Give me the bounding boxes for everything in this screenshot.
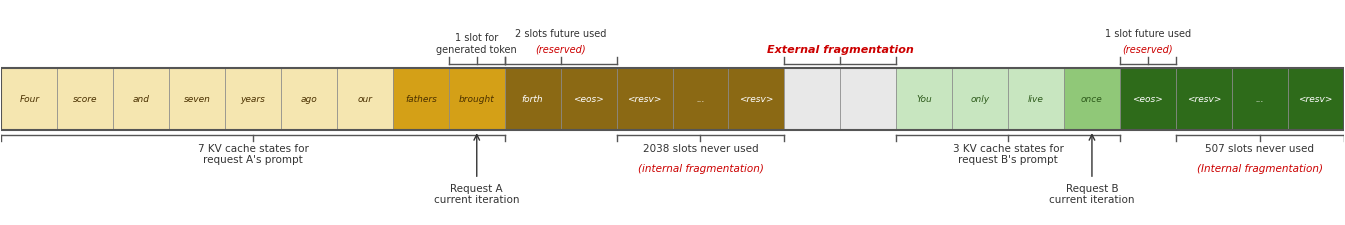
Text: only: only [971,95,990,104]
Text: live: live [1028,95,1044,104]
FancyBboxPatch shape [1064,68,1120,130]
Text: 1 slot future used: 1 slot future used [1104,29,1190,39]
Text: 7 KV cache states for
request A's prompt: 7 KV cache states for request A's prompt [198,144,308,165]
FancyBboxPatch shape [169,68,225,130]
FancyBboxPatch shape [841,68,896,130]
Text: (reserved): (reserved) [1123,45,1173,55]
FancyBboxPatch shape [338,68,393,130]
Text: brought: brought [459,95,495,104]
Text: ...: ... [697,95,705,104]
Text: Request B
current iteration: Request B current iteration [1049,184,1135,205]
FancyBboxPatch shape [952,68,1007,130]
FancyBboxPatch shape [58,68,113,130]
Text: <resv>: <resv> [1298,95,1333,104]
Text: Four: Four [19,95,39,104]
FancyBboxPatch shape [225,68,281,130]
Text: 507 slots never used: 507 slots never used [1205,144,1314,154]
FancyBboxPatch shape [1,68,58,130]
Text: 2 slots future used: 2 slots future used [515,29,607,39]
Text: <eos>: <eos> [1132,95,1163,104]
Text: (Internal fragmentation): (Internal fragmentation) [1197,164,1322,174]
Text: seven: seven [184,95,211,104]
FancyBboxPatch shape [896,68,952,130]
Text: 1 slot for
generated token: 1 slot for generated token [436,33,516,55]
Text: <resv>: <resv> [740,95,773,104]
FancyBboxPatch shape [281,68,338,130]
FancyBboxPatch shape [784,68,841,130]
Text: 2038 slots never used: 2038 slots never used [643,144,759,154]
Text: ago: ago [300,95,317,104]
Text: (internal fragmentation): (internal fragmentation) [638,164,764,174]
FancyBboxPatch shape [672,68,729,130]
Text: <resv>: <resv> [1186,95,1221,104]
FancyBboxPatch shape [561,68,616,130]
Text: once: once [1081,95,1103,104]
FancyBboxPatch shape [449,68,504,130]
Text: <eos>: <eos> [573,95,604,104]
Text: Request A
current iteration: Request A current iteration [434,184,519,205]
Text: (reserved): (reserved) [535,45,586,55]
Text: score: score [73,95,98,104]
FancyBboxPatch shape [504,68,561,130]
Text: You: You [916,95,932,104]
FancyBboxPatch shape [1232,68,1287,130]
Text: and: and [133,95,149,104]
Text: years: years [241,95,265,104]
FancyBboxPatch shape [1176,68,1232,130]
Text: <resv>: <resv> [627,95,662,104]
Text: forth: forth [522,95,543,104]
FancyBboxPatch shape [113,68,169,130]
Text: External fragmentation: External fragmentation [767,45,913,55]
Text: 3 KV cache states for
request B's prompt: 3 KV cache states for request B's prompt [952,144,1064,165]
Text: ...: ... [1255,95,1264,104]
FancyBboxPatch shape [393,68,449,130]
Text: our: our [358,95,373,104]
FancyBboxPatch shape [1120,68,1176,130]
FancyBboxPatch shape [729,68,784,130]
FancyBboxPatch shape [1007,68,1064,130]
FancyBboxPatch shape [1287,68,1344,130]
FancyBboxPatch shape [616,68,672,130]
Text: fathers: fathers [405,95,437,104]
